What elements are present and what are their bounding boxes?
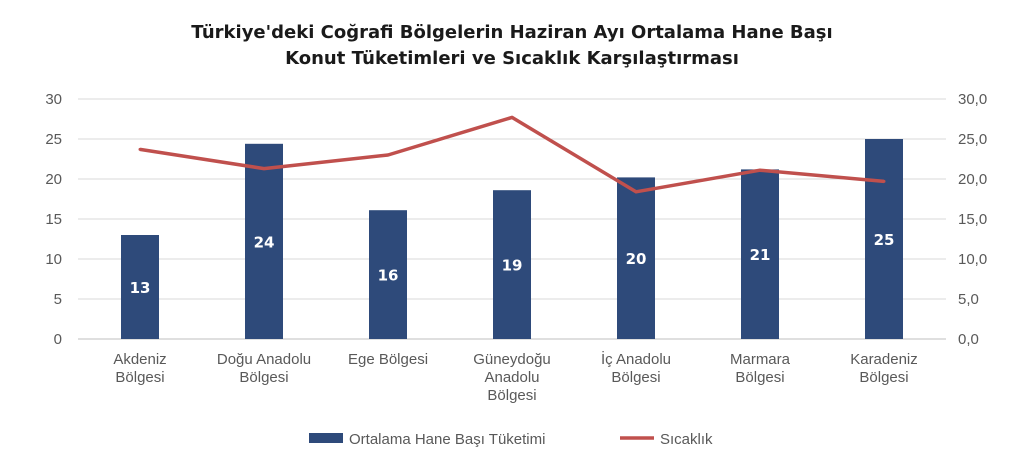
category-label: Bölgesi — [239, 369, 288, 386]
category-label: Akdeniz — [113, 351, 166, 368]
line-point — [634, 190, 638, 194]
left-tick-label: 20 — [45, 171, 62, 188]
line-point — [882, 179, 886, 183]
category-label: Karadeniz — [850, 351, 918, 368]
line-point — [510, 115, 514, 119]
bar — [617, 177, 655, 339]
category-label: İç Anadolu — [601, 350, 671, 368]
chart-title-line-1: Türkiye'deki Coğrafi Bölgelerin Haziran … — [191, 22, 832, 43]
bar — [121, 235, 159, 339]
left-tick-label: 30 — [45, 91, 62, 108]
right-tick-label: 0,0 — [958, 331, 979, 348]
category-label: Marmara — [730, 351, 791, 368]
legend-swatch-bar — [309, 433, 343, 443]
bar-data-label: 21 — [750, 246, 771, 264]
category-label: Doğu Anadolu — [217, 351, 311, 368]
category-label: Bölgesi — [859, 369, 908, 386]
legend-label-line: Sıcaklık — [660, 431, 713, 448]
left-tick-label: 0 — [54, 331, 62, 348]
category-label: Bölgesi — [611, 369, 660, 386]
bar-data-label: 13 — [130, 279, 151, 297]
legend: Ortalama Hane Başı Tüketimi Sıcaklık — [309, 431, 713, 448]
right-tick-label: 25,0 — [958, 131, 987, 148]
bar-series — [121, 139, 903, 339]
right-axis-ticks: 0,0 5,0 10,0 15,0 20,0 25,0 30,0 — [958, 91, 987, 348]
data-labels: 13 24 16 19 20 21 25 — [130, 231, 895, 297]
bar-data-label: 16 — [378, 267, 399, 285]
category-label: Güneydoğu — [473, 351, 551, 368]
bar — [865, 139, 903, 339]
right-tick-label: 10,0 — [958, 251, 987, 268]
category-label: Anadolu — [484, 369, 539, 386]
bar — [741, 169, 779, 339]
line-point — [758, 168, 762, 172]
line-point — [386, 153, 390, 157]
bar-data-label: 19 — [502, 257, 523, 275]
right-tick-label: 30,0 — [958, 91, 987, 108]
left-tick-label: 10 — [45, 251, 62, 268]
category-label: Bölgesi — [487, 387, 536, 404]
bar — [369, 210, 407, 339]
bar-data-label: 20 — [626, 250, 647, 268]
bar — [493, 190, 531, 339]
bar — [245, 143, 283, 339]
bar-data-label: 25 — [874, 231, 895, 249]
line-point — [262, 167, 266, 171]
legend-label-bar: Ortalama Hane Başı Tüketimi — [349, 431, 545, 448]
left-tick-label: 25 — [45, 131, 62, 148]
category-label: Ege Bölgesi — [348, 351, 428, 368]
bar-data-label: 24 — [254, 233, 275, 251]
line-point — [138, 147, 142, 151]
right-tick-label: 20,0 — [958, 171, 987, 188]
chart-title-line-2: Konut Tüketimleri ve Sıcaklık Karşılaştı… — [285, 48, 739, 69]
category-label: Bölgesi — [115, 369, 164, 386]
left-tick-label: 15 — [45, 211, 62, 228]
category-label: Bölgesi — [735, 369, 784, 386]
line-series — [138, 115, 886, 194]
left-tick-label: 5 — [54, 291, 62, 308]
right-tick-label: 5,0 — [958, 291, 979, 308]
right-tick-label: 15,0 — [958, 211, 987, 228]
left-axis-ticks: 0 5 10 15 20 25 30 — [45, 91, 62, 348]
